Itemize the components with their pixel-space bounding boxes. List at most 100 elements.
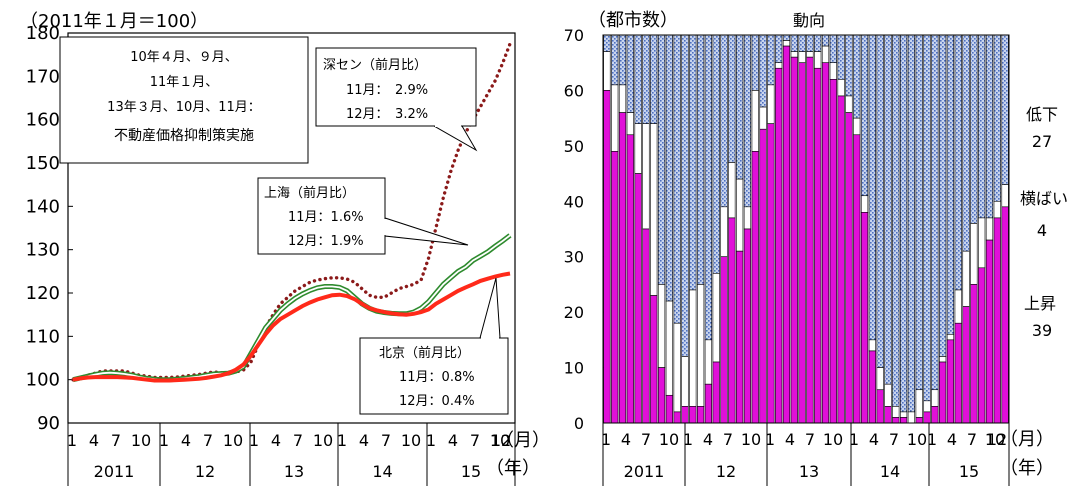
bar-segment-fall: [931, 34, 939, 391]
policy-note-box: [59, 36, 309, 164]
bar-segment-flat: [634, 123, 642, 174]
bar-segment-flat: [611, 84, 619, 152]
left-month-tick-label: 10: [131, 431, 151, 450]
bar-segment-flat: [798, 51, 806, 64]
right-y-tick-label: 10: [564, 359, 584, 378]
bar-segment-fall: [923, 34, 931, 402]
bar-segment-flat: [603, 51, 611, 91]
bar-segment-fall: [970, 34, 978, 224]
shanghai-callout-box: [257, 177, 386, 255]
bar-segment-flat: [853, 117, 861, 136]
left-year-label: 15: [461, 462, 481, 481]
shenzhen-callout-nov: 11月： 2.9%: [346, 83, 428, 98]
bar-segment-flat: [978, 217, 986, 269]
right-year-label: 15: [959, 462, 979, 481]
right-month-tick-label: 10: [659, 430, 679, 449]
bar-segment-flat: [728, 162, 736, 219]
bar-segment-rise: [806, 56, 814, 424]
bar-segment-rise: [884, 406, 892, 424]
shanghai-callout-title: 上海（前月比）: [264, 185, 355, 201]
bar-segment-fall: [611, 34, 619, 86]
left-month-tick-label: 7: [470, 431, 480, 450]
right-month-tick-label: 10: [907, 430, 927, 449]
bar-segment-rise: [845, 112, 853, 424]
legend-flat-label: 横ばい: [1020, 189, 1068, 208]
left-month-tick-label: 1: [159, 431, 169, 450]
bar-segment-flat: [884, 383, 892, 407]
shenzhen-callout-box: [315, 47, 477, 127]
bar-segment-fall: [860, 34, 869, 197]
right-y-tick-label: 60: [564, 81, 584, 100]
bar-segment-flat: [821, 45, 830, 64]
bar-segment-flat: [962, 250, 970, 307]
left-year-label: 2011: [94, 462, 135, 481]
bar-segment-flat: [915, 389, 923, 418]
bar-segment-fall: [689, 34, 697, 291]
bar-segment-flat: [665, 300, 673, 396]
bar-segment-rise: [939, 361, 947, 424]
bar-segment-fall: [790, 34, 798, 52]
bar-segment-flat: [775, 62, 783, 69]
bar-segment-flat: [845, 95, 853, 113]
bar-segment-rise: [611, 151, 619, 424]
bar-segment-rise: [681, 406, 689, 424]
bar-segment-flat: [876, 367, 884, 391]
right-bars-group: [603, 34, 1009, 424]
beijing-callout-dec: 12月：0.4%: [399, 394, 475, 409]
bar-segment-fall: [634, 34, 642, 124]
bar-segment-fall: [876, 34, 884, 368]
legend-flat-value: 4: [1037, 221, 1047, 240]
right-month-tick-label: 7: [889, 430, 899, 449]
bar-segment-flat: [712, 273, 720, 363]
bar-segment-rise: [767, 123, 775, 424]
right-y-axis: 0 10 20 30 40 50 60 70: [564, 26, 608, 433]
bar-segment-flat: [814, 51, 822, 69]
bar-segment-rise: [626, 134, 634, 424]
right-month-tick-label: 10: [823, 430, 843, 449]
left-y-tick-label: 130: [26, 240, 60, 261]
bar-segment-flat: [681, 356, 689, 407]
bar-segment-fall: [782, 34, 791, 41]
bar-segment-flat: [985, 217, 994, 241]
bar-segment-rise: [915, 417, 923, 424]
bar-segment-fall: [759, 34, 767, 108]
right-y-tick-label: 40: [564, 192, 584, 211]
bar-segment-fall: [704, 34, 713, 341]
bar-segment-flat: [657, 284, 666, 368]
right-month-tick-label: 1: [765, 430, 775, 449]
policy-note-line-1: 10年４月、９月、: [130, 50, 238, 65]
right-month-tick-label: 1: [601, 430, 611, 449]
left-y-tick-label: 160: [26, 110, 60, 131]
right-month-tick-label: 1: [683, 430, 693, 449]
beijing-callout-box: [359, 337, 509, 415]
left-y-tick-label: 100: [26, 370, 60, 391]
left-month-tick-label: 1: [67, 431, 77, 450]
left-line-chart: （2011年１月＝100） 90100110120130140150160170…: [20, 11, 550, 486]
bar-segment-flat: [931, 389, 939, 407]
right-month-tick-label: 7: [805, 430, 815, 449]
right-x-unit-month: （月）: [1000, 429, 1054, 450]
bar-segment-rise: [978, 267, 986, 424]
left-month-tick-label: 7: [203, 431, 213, 450]
left-month-tick-label: 10: [313, 431, 333, 450]
bar-segment-fall: [853, 34, 861, 119]
left-month-tick-label-last: 12: [491, 431, 511, 450]
bar-segment-rise: [712, 361, 720, 424]
policy-note-line-3: 13年３月、10月、11月：: [107, 100, 261, 115]
bar-segment-fall: [673, 34, 681, 324]
bar-segment-rise: [743, 228, 752, 424]
beijing-callout-title: 北京（前月比）: [379, 345, 470, 361]
bar-segment-rise: [899, 417, 908, 424]
left-x-unit-month: （月）: [496, 430, 550, 451]
left-month-tick-label: 4: [181, 431, 191, 450]
bar-segment-fall: [720, 34, 728, 208]
bar-segment-rise: [814, 67, 822, 424]
bar-segment-rise: [665, 394, 673, 424]
bar-segment-rise: [868, 350, 876, 424]
right-y-tick-label: 70: [564, 26, 584, 45]
bar-segment-rise: [954, 322, 962, 424]
bar-segment-fall: [681, 34, 689, 357]
bar-segment-fall: [892, 34, 900, 407]
